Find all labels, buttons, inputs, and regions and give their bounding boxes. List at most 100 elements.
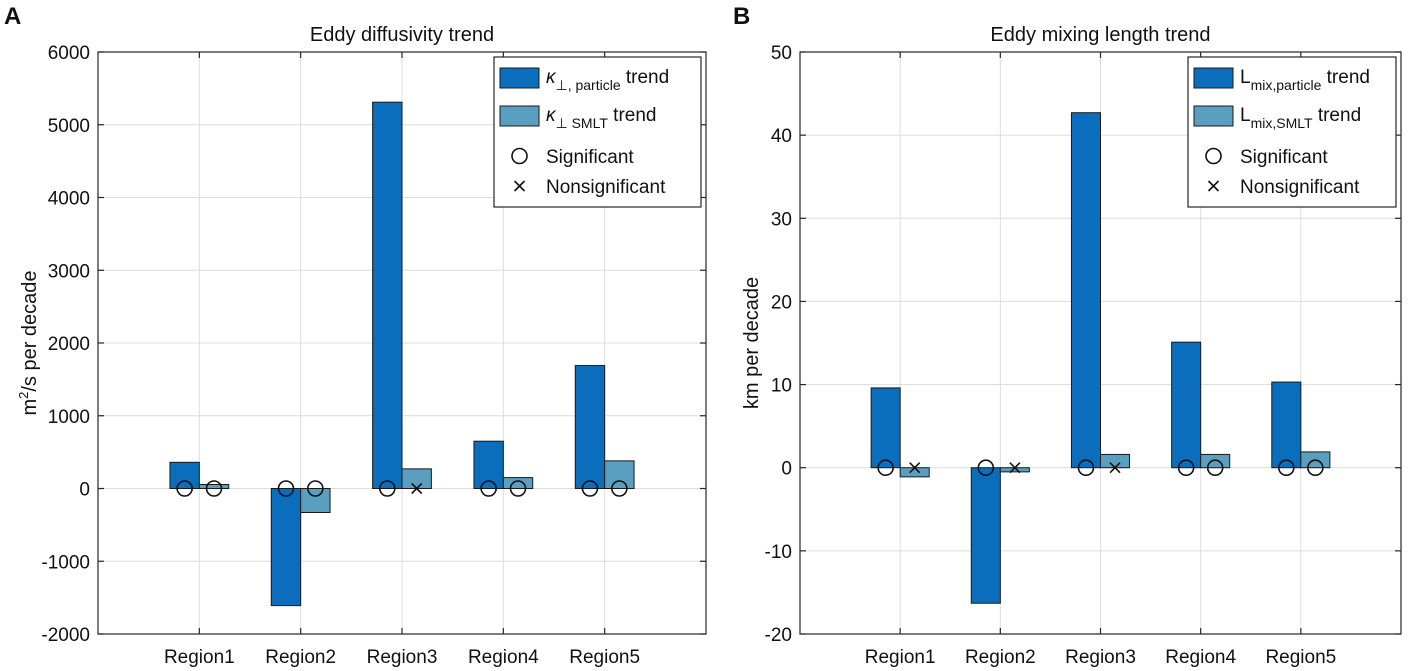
- panel-letter: B: [733, 3, 750, 30]
- nonsignificant-marker: [1009, 462, 1021, 474]
- bar-particle-region3: [372, 101, 403, 489]
- x-tick-label: Region2: [265, 647, 336, 668]
- bar-particle-region3: [1070, 112, 1101, 469]
- bar-smlt-region2: [300, 488, 331, 514]
- panel-letter: A: [4, 3, 21, 30]
- legend-label-tail: trend: [1313, 105, 1362, 126]
- significant-marker: [176, 480, 193, 497]
- bar-particle-region2: [270, 488, 302, 607]
- legend-label-sub: ⊥ SMLT: [556, 115, 609, 131]
- significant-marker: [611, 480, 628, 497]
- x-tick-label: Region5: [1265, 647, 1336, 668]
- y-tick-label: 6000: [48, 43, 90, 64]
- y-tick-label: -2000: [41, 625, 90, 646]
- bar-particle-region5: [1271, 381, 1302, 469]
- y-tick-label: 50: [771, 43, 792, 64]
- legend-significant-label: Significant: [1240, 147, 1328, 168]
- panel-b: -20 -10 0 10 20 30 40 50 Region1 Region2 Region3 Re…: [733, 3, 1402, 668]
- legend-label: κ⊥, particle trend: [546, 67, 669, 93]
- x-tick-label: Region5: [569, 647, 640, 668]
- legend-nonsignificant-marker: [513, 180, 526, 192]
- legend-label-tail: trend: [608, 105, 657, 126]
- x-tick-label: Region1: [164, 647, 235, 668]
- bar-particle-region1: [870, 387, 901, 469]
- x-tick-label: Region3: [367, 647, 438, 668]
- y-tick-label: 2000: [48, 334, 90, 355]
- legend-label-main: L: [1240, 105, 1251, 126]
- x-tick-label: Region3: [1065, 647, 1136, 668]
- significant-marker: [877, 459, 894, 477]
- bar-smlt-region5: [604, 460, 635, 490]
- y-axis-label-sup: 2: [16, 392, 31, 399]
- significant-marker: [205, 480, 223, 497]
- bar-particle-region4: [1171, 341, 1202, 469]
- y-axis-label: m2/s per decade: [16, 270, 41, 415]
- legend-significant-marker: [1205, 147, 1222, 165]
- bar-particle-region2: [970, 467, 1001, 604]
- y-axis-label: km per decade: [741, 277, 763, 409]
- x-tick-label: Region4: [468, 647, 539, 668]
- chart-title: Eddy diffusivity trend: [310, 24, 494, 46]
- legend-label: Lmix,particle trend: [1240, 67, 1370, 93]
- y-tick-label: 1000: [48, 407, 90, 428]
- y-axis-label-base: km per decade: [741, 277, 763, 409]
- significant-marker: [977, 459, 995, 477]
- y-tick-label: -1000: [41, 552, 90, 573]
- nonsignificant-marker: [909, 462, 921, 474]
- x-tick-label: Region2: [965, 647, 1036, 668]
- y-tick-label: -20: [765, 625, 792, 646]
- legend-label-sub: mix,SMLT: [1251, 115, 1313, 131]
- significant-marker: [277, 480, 295, 497]
- significant-marker: [509, 480, 527, 497]
- legend-swatch: [1193, 67, 1234, 89]
- y-axis-label-rest: /s per decade: [19, 270, 41, 391]
- bar-smlt-region4: [502, 477, 534, 489]
- bar-smlt-region1: [899, 467, 930, 478]
- y-tick-label: 30: [771, 209, 792, 230]
- nonsignificant-marker: [411, 482, 423, 495]
- significant-marker: [480, 480, 497, 497]
- significant-marker: [1206, 459, 1224, 477]
- legend-significant-marker: [511, 147, 528, 165]
- bar-smlt-region4: [1200, 453, 1231, 469]
- legend-nonsignificant-label: Nonsignificant: [1240, 177, 1360, 198]
- y-tick-label: 0: [79, 480, 90, 501]
- significant-marker: [1307, 459, 1324, 477]
- legend-swatch: [1193, 105, 1234, 127]
- bar-particle-region1: [169, 461, 200, 489]
- y-tick-label: 3000: [48, 261, 90, 282]
- legend-label: κ⊥ SMLT trend: [546, 105, 656, 131]
- y-tick-label: 4000: [48, 189, 90, 210]
- significant-marker: [1278, 459, 1295, 477]
- significant-marker: [379, 480, 396, 497]
- legend-label-main: κ: [546, 105, 557, 126]
- y-tick-label: 0: [781, 459, 792, 480]
- legend-swatch: [499, 67, 540, 89]
- legend-label-main: κ: [546, 67, 557, 88]
- significant-marker: [307, 480, 324, 497]
- y-tick-label: 20: [771, 292, 792, 313]
- bar-smlt-region3: [401, 468, 432, 490]
- nonsignificant-marker: [1109, 462, 1121, 474]
- legend-label: Lmix,SMLT trend: [1240, 105, 1361, 131]
- significant-marker: [1177, 459, 1195, 477]
- y-tick-label: -10: [765, 542, 792, 563]
- legend-label-tail: trend: [1321, 67, 1370, 88]
- legend-swatch: [499, 105, 540, 127]
- y-tick-label: 10: [771, 376, 792, 397]
- significant-marker: [581, 480, 599, 497]
- x-tick-label: Region1: [865, 647, 936, 668]
- bar-particle-region5: [574, 365, 606, 489]
- legend-nonsignificant-label: Nonsignificant: [546, 177, 666, 198]
- y-axis-label-base: m: [19, 399, 41, 416]
- legend-label-sub: mix,particle: [1251, 77, 1322, 93]
- legend-label-tail: trend: [621, 67, 670, 88]
- significant-marker: [1077, 459, 1095, 477]
- bar-smlt-region3: [1100, 453, 1131, 469]
- legend-label-main: L: [1240, 67, 1251, 88]
- legend-significant-label: Significant: [546, 147, 634, 168]
- y-tick-label: 40: [771, 126, 792, 147]
- panel-a: -2000 -1000 0 1000 2000 3000 4000 5000 6000 Regio…: [4, 3, 707, 668]
- legend-label-sub: ⊥, particle: [556, 77, 621, 93]
